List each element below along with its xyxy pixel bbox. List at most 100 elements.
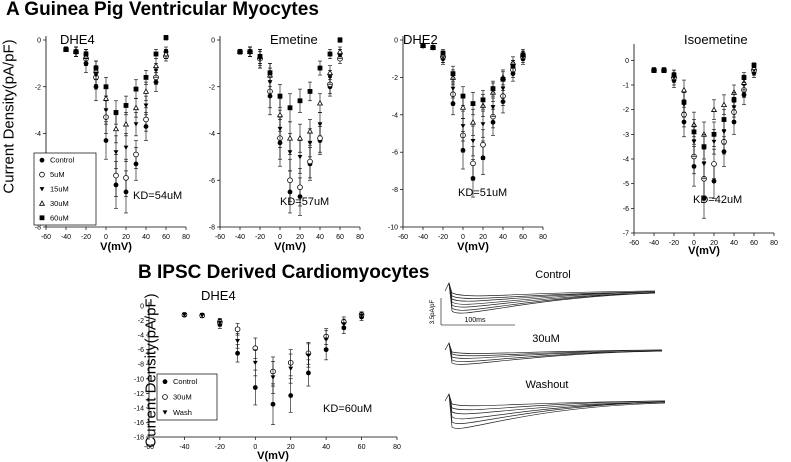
chart-3: -60 -40 -20 0 20 40 60 80 0 -2 -4 -6 -8 -10 DHE2 V(mV) K… (388, 32, 547, 253)
y-tick-label: -1 (623, 83, 629, 90)
data-point (721, 129, 727, 135)
data-point (306, 353, 311, 358)
x-tick-label: 0 (253, 444, 257, 451)
data-point (500, 76, 506, 82)
legend-label: Wash (173, 408, 192, 417)
data-point (63, 46, 69, 52)
data-point (480, 122, 486, 127)
data-point (450, 71, 456, 77)
data-point (359, 313, 364, 318)
legend-marker (39, 157, 45, 163)
data-point (113, 150, 119, 155)
data-point (123, 175, 129, 181)
legend-label: 30uM (173, 393, 192, 402)
y-tick-label: -6 (209, 178, 215, 185)
data-point (277, 93, 283, 99)
y-tick-label: -10 (388, 225, 398, 232)
data-point (237, 49, 243, 55)
data-point (459, 104, 467, 110)
x-tick-label: 20 (296, 234, 304, 241)
chart-4: -60 -40 -20 0 20 40 60 80 0 -1 -2 -3 -4 -5 -6 -7 Isoemet… (623, 32, 778, 257)
data-point (317, 65, 323, 71)
x-tick-label: -20 (438, 234, 448, 241)
x-tick-label: 60 (162, 234, 170, 241)
y-tick-label: -3 (623, 132, 629, 139)
data-point (323, 337, 329, 342)
y-tick-label: -8 (138, 362, 144, 369)
x-tick-label: 80 (356, 234, 364, 241)
data-point (235, 350, 240, 356)
data-point (317, 122, 323, 127)
data-point (317, 135, 323, 141)
chart-legend: Control 5uM 15uM 30uM 60uM (33, 152, 97, 226)
data-point (123, 145, 129, 150)
legend-marker (38, 200, 46, 206)
data-point (123, 103, 129, 108)
y-tick-label: -6 (623, 206, 629, 213)
y-tick-label: -2 (138, 318, 144, 325)
data-point (470, 101, 476, 106)
x-tick-label: 0 (104, 234, 108, 241)
data-point (103, 138, 109, 143)
y-tick-label: -8 (209, 225, 215, 232)
data-point (336, 48, 344, 55)
data-point (234, 326, 241, 333)
data-point (500, 86, 506, 92)
series-30um (62, 46, 170, 144)
data-point (470, 160, 476, 167)
kd-annotation: KD=54uM (133, 190, 182, 202)
y-tick-label: -4 (392, 112, 398, 119)
data-point (270, 401, 276, 407)
data-point (113, 172, 119, 179)
data-point (267, 70, 273, 76)
data-point (721, 117, 727, 122)
data-point (133, 122, 139, 127)
data-point (307, 158, 313, 165)
data-point (306, 370, 311, 376)
data-point (711, 131, 717, 137)
series-wash (182, 312, 364, 394)
x-tick-label: 60 (519, 234, 527, 241)
data-point (701, 162, 707, 167)
data-point (257, 53, 263, 59)
x-tick-label: 0 (278, 234, 282, 241)
data-point (469, 119, 477, 125)
data-point (132, 104, 140, 111)
x-tick-label: -20 (255, 234, 265, 241)
x-tick-label: 40 (322, 444, 330, 451)
x-tick-label: -40 (61, 234, 71, 241)
data-point (681, 99, 687, 105)
x-tick-label: -20 (81, 234, 91, 241)
y-tick-label: -8 (35, 225, 41, 232)
data-point (153, 51, 159, 57)
legend-label: 15uM (50, 185, 69, 194)
legend-marker (39, 215, 45, 221)
data-point (152, 62, 160, 69)
data-point (297, 154, 303, 160)
data-point (83, 51, 89, 57)
y-tick-label: -7 (623, 231, 629, 238)
legend-marker (162, 410, 168, 415)
data-point (420, 43, 426, 49)
data-point (306, 127, 314, 134)
series-60um (420, 43, 526, 116)
data-point (143, 103, 149, 108)
data-point (460, 93, 466, 99)
y-tick-label: 0 (211, 38, 215, 45)
x-tick-label: 60 (750, 240, 758, 247)
kd-annotation: KD=51uM (458, 187, 507, 199)
y-tick-label: -8 (392, 187, 398, 194)
x-tick-label: -40 (235, 234, 245, 241)
y-tick-label: -4 (138, 333, 144, 340)
chart-5: -60 -40 -20 0 20 40 60 80 0 -2 -4 -6 -8 -10 -12 -14 -16 -… (134, 288, 401, 462)
x-tick-label: 0 (461, 234, 465, 241)
x-tick-label: 40 (142, 234, 150, 241)
y-tick-label: -2 (392, 75, 398, 82)
y-tick-label: -10 (134, 376, 144, 383)
data-point (341, 322, 347, 327)
chart-title: DHE4 (60, 32, 95, 47)
data-point (162, 50, 170, 57)
x-tick-label: 60 (336, 234, 344, 241)
x-axis-label: V(mV) (257, 450, 289, 462)
